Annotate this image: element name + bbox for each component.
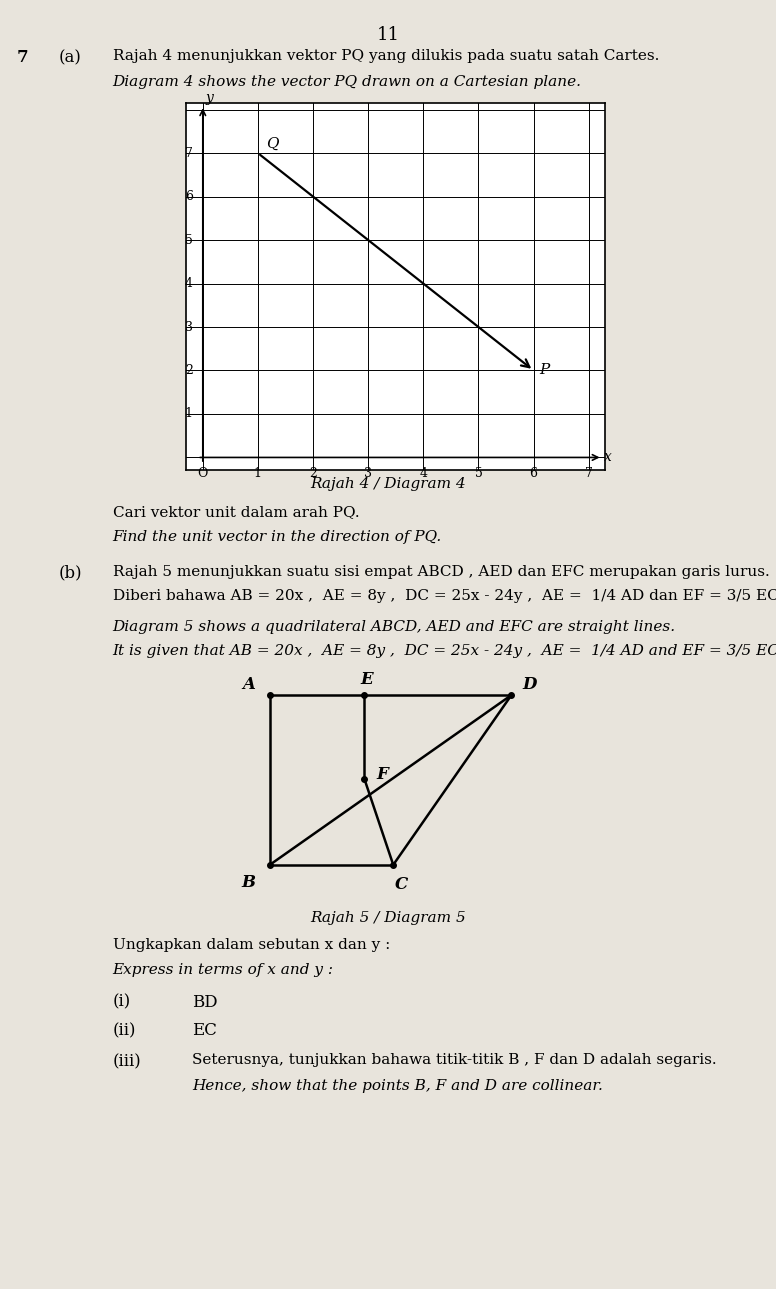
Text: O: O (198, 467, 208, 480)
Text: Rajah 4 / Diagram 4: Rajah 4 / Diagram 4 (310, 477, 466, 491)
Text: 7: 7 (585, 467, 593, 480)
Text: x: x (605, 450, 612, 464)
Text: Cari vektor unit dalam arah PQ.: Cari vektor unit dalam arah PQ. (113, 505, 359, 519)
Text: Hence, show that the points B, F and D are collinear.: Hence, show that the points B, F and D a… (192, 1079, 603, 1093)
Text: (i): (i) (113, 994, 131, 1011)
Text: 11: 11 (376, 26, 400, 44)
Text: Seterusnya, tunjukkan bahawa titik-titik B , F dan D adalah segaris.: Seterusnya, tunjukkan bahawa titik-titik… (192, 1053, 717, 1067)
Text: (a): (a) (58, 49, 81, 66)
Text: It is given that AB = 20x ,  AE = 8y ,  DC = 25x - 24y ,  AE =  1/4 AD and EF = : It is given that AB = 20x , AE = 8y , DC… (113, 644, 776, 659)
Text: y: y (206, 92, 213, 106)
Text: 7: 7 (185, 147, 193, 160)
Text: Find the unit vector in the direction of PQ.: Find the unit vector in the direction of… (113, 530, 442, 544)
Text: 7: 7 (17, 49, 29, 66)
Text: 4: 4 (185, 277, 193, 290)
Text: C: C (394, 877, 407, 893)
Text: (b): (b) (58, 565, 81, 581)
Text: EC: EC (192, 1022, 217, 1039)
Text: 2: 2 (309, 467, 317, 480)
Text: Diagram 4 shows the vector PQ drawn on a Cartesian plane.: Diagram 4 shows the vector PQ drawn on a… (113, 75, 581, 89)
Text: 3: 3 (364, 467, 372, 480)
Text: Express in terms of x and y :: Express in terms of x and y : (113, 963, 334, 977)
Text: A: A (242, 675, 255, 692)
Text: Diberi bahawa AB = 20x ,  AE = 8y ,  DC = 25x - 24y ,  AE =  1/4 AD dan EF = 3/5: Diberi bahawa AB = 20x , AE = 8y , DC = … (113, 589, 776, 603)
Text: Q: Q (266, 137, 279, 151)
Text: F: F (377, 766, 389, 782)
Text: (iii): (iii) (113, 1053, 141, 1070)
Text: Rajah 5 / Diagram 5: Rajah 5 / Diagram 5 (310, 911, 466, 926)
Text: Rajah 5 menunjukkan suatu sisi empat ABCD , AED dan EFC merupakan garis lurus.: Rajah 5 menunjukkan suatu sisi empat ABC… (113, 565, 769, 579)
Text: 1: 1 (254, 467, 262, 480)
Text: D: D (523, 675, 537, 692)
Text: 4: 4 (419, 467, 428, 480)
Text: B: B (242, 874, 256, 891)
Text: 5: 5 (475, 467, 483, 480)
Text: (ii): (ii) (113, 1022, 136, 1039)
Text: 6: 6 (529, 467, 538, 480)
Text: Diagram 5 shows a quadrilateral ABCD, AED and EFC are straight lines.: Diagram 5 shows a quadrilateral ABCD, AE… (113, 620, 676, 634)
Text: 6: 6 (185, 189, 193, 204)
Text: 2: 2 (185, 363, 193, 376)
Text: 5: 5 (185, 233, 193, 246)
Text: Rajah 4 menunjukkan vektor PQ yang dilukis pada suatu satah Cartes.: Rajah 4 menunjukkan vektor PQ yang diluk… (113, 49, 659, 63)
Text: BD: BD (192, 994, 218, 1011)
Text: P: P (539, 363, 549, 378)
Text: 1: 1 (185, 407, 193, 420)
Text: E: E (361, 672, 373, 688)
Text: 3: 3 (185, 321, 193, 334)
Text: Ungkapkan dalam sebutan x dan y :: Ungkapkan dalam sebutan x dan y : (113, 938, 390, 953)
